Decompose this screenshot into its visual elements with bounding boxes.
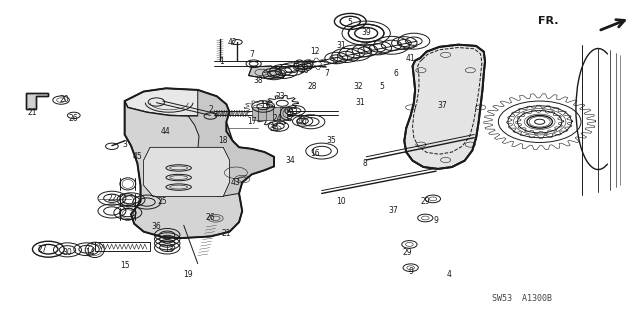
Text: 21: 21 (28, 108, 37, 117)
Text: 31: 31 (336, 41, 345, 50)
Text: 5: 5 (348, 19, 353, 28)
Text: 2: 2 (208, 105, 213, 114)
Text: 20: 20 (59, 95, 69, 104)
Text: 15: 15 (120, 261, 129, 270)
Text: 18: 18 (218, 136, 228, 145)
Text: 14: 14 (85, 248, 94, 257)
Text: 19: 19 (183, 270, 193, 279)
Text: 36: 36 (269, 124, 279, 132)
Polygon shape (266, 107, 273, 120)
Text: 45: 45 (132, 152, 142, 161)
Text: 21: 21 (222, 229, 231, 238)
Text: 29: 29 (420, 197, 430, 206)
Text: 5: 5 (380, 82, 385, 91)
Polygon shape (188, 90, 274, 197)
Text: 36: 36 (152, 222, 161, 231)
Text: 16: 16 (310, 149, 320, 158)
Text: 9: 9 (409, 267, 414, 276)
Polygon shape (280, 107, 287, 120)
Text: 39: 39 (361, 28, 371, 37)
Polygon shape (404, 45, 485, 169)
Text: 11: 11 (260, 101, 269, 110)
Text: 43: 43 (231, 178, 241, 187)
Text: 27: 27 (37, 245, 47, 254)
Text: 32: 32 (329, 57, 340, 66)
Text: 8: 8 (362, 159, 368, 168)
Text: 44: 44 (161, 127, 171, 136)
Polygon shape (273, 107, 281, 120)
Text: 3: 3 (122, 140, 127, 148)
Text: FR.: FR. (538, 16, 559, 27)
Text: 35: 35 (326, 136, 336, 145)
Text: 42: 42 (228, 38, 238, 47)
Polygon shape (26, 93, 48, 109)
Text: 7: 7 (249, 50, 254, 59)
Text: 24: 24 (273, 114, 282, 123)
Polygon shape (258, 107, 267, 120)
Text: 32: 32 (354, 82, 363, 91)
Text: 9: 9 (434, 216, 438, 225)
Polygon shape (248, 66, 283, 79)
Text: 6: 6 (394, 69, 399, 78)
Text: 28: 28 (308, 82, 317, 91)
Text: 37: 37 (438, 101, 447, 110)
Text: 31: 31 (355, 98, 364, 107)
Polygon shape (125, 88, 229, 116)
Text: 1: 1 (220, 57, 224, 66)
Text: 40: 40 (297, 117, 308, 126)
Text: 38: 38 (254, 76, 263, 85)
Text: 17: 17 (247, 117, 257, 126)
Polygon shape (252, 107, 258, 120)
Text: 7: 7 (324, 69, 329, 78)
Text: 13: 13 (164, 245, 174, 254)
Text: 12: 12 (311, 47, 320, 56)
Text: 34: 34 (285, 156, 295, 164)
Polygon shape (144, 147, 229, 197)
Text: SW53  A1300B: SW53 A1300B (492, 294, 552, 303)
Text: 26: 26 (69, 114, 78, 123)
Text: 25: 25 (158, 197, 168, 206)
Text: 10: 10 (336, 197, 345, 206)
Text: 30: 30 (62, 248, 73, 257)
Text: 23: 23 (276, 92, 285, 101)
Text: 22: 22 (107, 194, 117, 203)
Text: 28: 28 (300, 66, 310, 75)
Text: 37: 37 (389, 206, 398, 215)
Text: 26: 26 (206, 213, 215, 222)
Polygon shape (125, 101, 274, 238)
Text: 4: 4 (447, 270, 451, 279)
Text: 41: 41 (406, 53, 415, 62)
Text: 33: 33 (288, 108, 298, 117)
Text: 29: 29 (403, 248, 412, 257)
